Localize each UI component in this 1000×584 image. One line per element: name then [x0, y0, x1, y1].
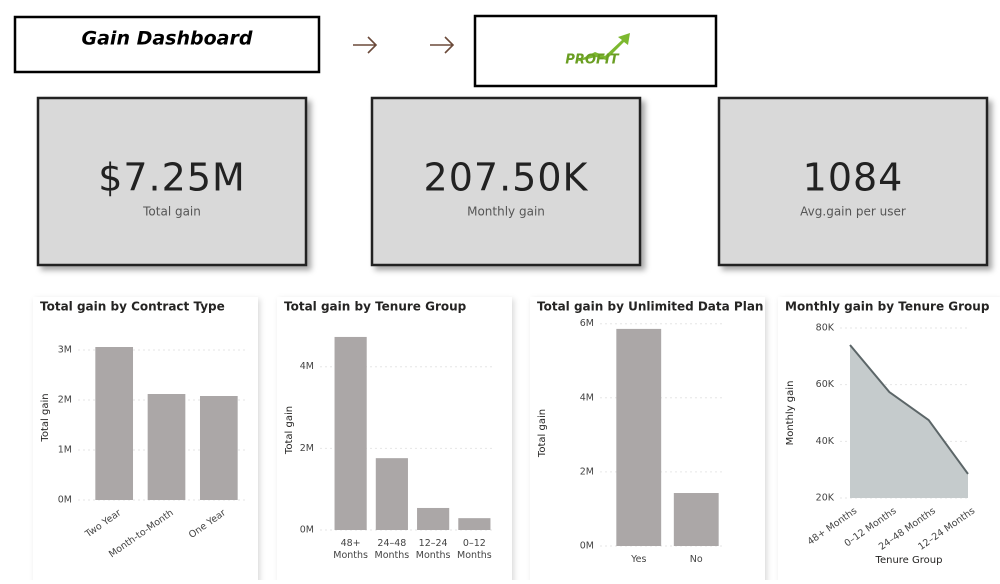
y-axis-label: Monthly gain: [785, 381, 796, 446]
y-tick-label: 60K: [816, 379, 835, 390]
bar: [417, 507, 450, 530]
x-tick-label-box: No: [689, 554, 703, 565]
area: [850, 345, 968, 498]
bar: [375, 458, 408, 530]
y-tick-label: 40K: [816, 436, 835, 447]
kpi-card: [717, 96, 989, 267]
bar: [673, 493, 719, 546]
kpi-value: 1084: [803, 156, 904, 200]
y-axis-label: Total gain: [40, 393, 51, 442]
y-tick-label: 6M: [580, 318, 594, 329]
y-tick-label: 80K: [816, 323, 835, 334]
title-box: [13, 15, 321, 74]
kpi-value: $7.25M: [98, 156, 246, 200]
kpi-value: 207.50K: [424, 156, 589, 200]
y-tick-label: 0M: [580, 541, 594, 552]
kpi-label: Monthly gain: [467, 205, 545, 219]
bar: [199, 396, 238, 500]
bar: [95, 347, 134, 500]
x-axis-label: Tenure Group: [875, 555, 943, 566]
logo-arrow: [575, 33, 630, 62]
y-tick-label: 4M: [580, 392, 594, 403]
y-tick-label: 4M: [300, 361, 314, 372]
kpi-label: Avg.gain per user: [800, 205, 906, 219]
panel-bg: [277, 297, 512, 584]
arrows: [353, 36, 455, 54]
dashboard-title: Gain Dashboard: [82, 28, 253, 50]
y-tick-label: 2M: [300, 443, 314, 454]
bar: [458, 518, 491, 530]
x-tick-label-box: 48+ Months: [333, 538, 368, 561]
x-tick-label-box: 12–24 Months: [415, 538, 451, 561]
chart-panel: Total gain by Unlimited Data Plan 0M 2M 4M 6…: [530, 297, 765, 584]
y-tick-label: 2M: [58, 395, 72, 406]
x-tick-label: 12–24 Months: [415, 538, 451, 561]
x-tick-label: 48+ Months: [333, 538, 368, 561]
chart-title: Total gain by Unlimited Data Plan: [537, 300, 763, 314]
kpi-card: [370, 96, 642, 267]
logo-text: PROFIT: [565, 53, 619, 68]
y-tick-label: 0M: [58, 495, 72, 506]
y-axis-label: Total gain: [537, 409, 548, 458]
y-tick-label: 1M: [58, 445, 72, 456]
line: [849, 344, 969, 475]
chart-title: Total gain by Tenure Group: [284, 300, 467, 314]
chart-panel: Monthly gain by Tenure Group 20K 40K 60K 80K…: [778, 297, 1000, 584]
kpi-label: Total gain: [142, 205, 201, 219]
chart-panel: Total gain by Contract Type 0M 1M 2M 3M Total…: [33, 297, 258, 584]
bar: [616, 328, 662, 546]
x-tick-label-box: Yes: [631, 554, 647, 565]
x-tick-label-box: 24–48 Months: [374, 538, 410, 561]
kpi-card: [36, 96, 308, 267]
x-tick-label: Yes: [631, 554, 647, 565]
chart-title: Total gain by Contract Type: [40, 300, 225, 314]
x-tick-label: No: [689, 554, 703, 565]
y-tick-label: 2M: [580, 466, 594, 477]
bar: [334, 336, 367, 530]
chart-title: Monthly gain by Tenure Group: [785, 300, 990, 314]
y-tick-label: 0M: [300, 525, 314, 536]
x-tick-label-box: 0–12 Months: [457, 538, 492, 561]
chart-panel: Total gain by Tenure Group 0M 2M 4M Total ga…: [277, 297, 512, 584]
x-tick-label: 0–12 Months: [457, 538, 492, 561]
y-tick-label: 3M: [58, 345, 72, 356]
bar: [147, 394, 186, 500]
logo-box: [473, 14, 718, 88]
y-axis-label: Total gain: [284, 406, 295, 455]
y-tick-label: 20K: [816, 493, 835, 504]
x-tick-label: 24–48 Months: [374, 538, 410, 561]
